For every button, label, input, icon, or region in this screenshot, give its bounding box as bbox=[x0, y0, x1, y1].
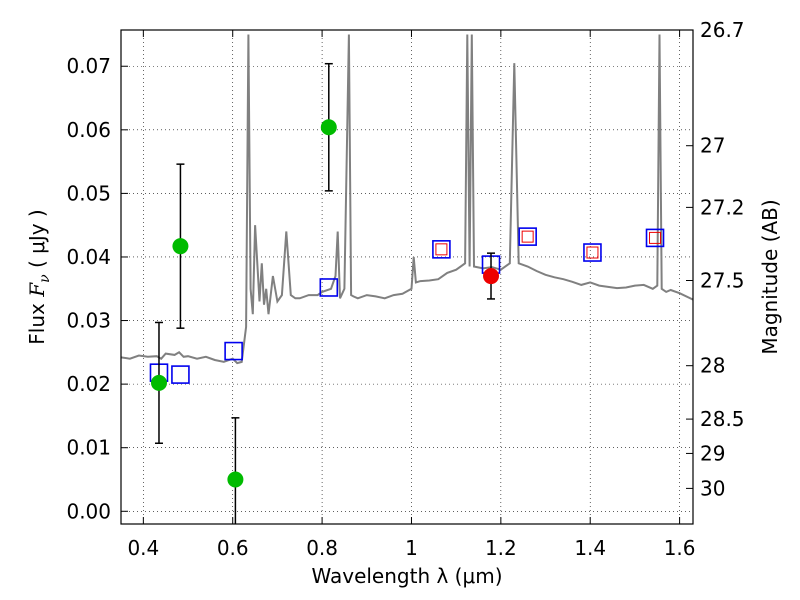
labels-layer: 0.4 0.6 0.8 1 1.2 1.4 1.6 0.00 0.01 0.02 0.03 0.04 0… bbox=[66, 18, 744, 560]
spectrum-line bbox=[121, 34, 693, 365]
y-axis-title: Flux Fν ( μJy ) bbox=[25, 209, 53, 344]
hst-detection-point bbox=[172, 238, 189, 255]
x-axis-title: Wavelength λ (μm) bbox=[311, 564, 502, 588]
y2-tick-label: 27.2 bbox=[700, 195, 745, 219]
plot-frame bbox=[120, 29, 694, 525]
y-tick-label: 0.05 bbox=[66, 181, 111, 205]
hst-detection-point bbox=[150, 374, 167, 391]
model-photometry-square bbox=[518, 227, 537, 246]
x-tick-label: 1.2 bbox=[485, 536, 517, 560]
y-tick-label: 0.03 bbox=[66, 309, 111, 333]
y2-tick-label: 29 bbox=[700, 441, 725, 465]
model-photometry-square bbox=[432, 240, 451, 259]
hst-detection-point bbox=[227, 471, 244, 488]
y-tick-label: 0.07 bbox=[66, 54, 111, 78]
y2-tick-label: 26.7 bbox=[700, 18, 745, 42]
model-photometry-square bbox=[171, 365, 190, 384]
model-photometry-square bbox=[319, 278, 339, 297]
x-tick-label: 1 bbox=[405, 536, 418, 560]
synthetic-photometry-square bbox=[521, 230, 534, 243]
grid-layer bbox=[121, 30, 693, 524]
y-tick-label: 0.06 bbox=[66, 118, 111, 142]
y-axis-title-prefix: Flux bbox=[25, 297, 49, 345]
y2-tick-label: 28 bbox=[700, 354, 725, 378]
y2-tick-label: 27.5 bbox=[700, 268, 745, 292]
y2-tick-label: 27 bbox=[700, 134, 725, 158]
y2-tick-label: 28.5 bbox=[700, 407, 745, 431]
y-tick-label: 0.02 bbox=[66, 372, 111, 396]
y2-tick-label: 30 bbox=[700, 476, 725, 500]
y-axis-title-subscript: ν bbox=[37, 274, 53, 283]
y-tick-label: 0.00 bbox=[66, 499, 111, 523]
y2-axis-title: Magnitude (AB) bbox=[758, 199, 782, 354]
x-tick-label: 0.6 bbox=[217, 536, 249, 560]
y-axis-title-suffix: ( μJy ) bbox=[25, 209, 49, 274]
nir-detection-point bbox=[483, 268, 500, 285]
marks-layer bbox=[149, 62, 665, 524]
hst-detection-point bbox=[320, 119, 337, 136]
synthetic-photometry-square bbox=[649, 231, 662, 244]
y-tick-label: 0.01 bbox=[66, 436, 111, 460]
y-tick-label: 0.04 bbox=[66, 245, 111, 269]
x-tick-label: 0.4 bbox=[127, 536, 159, 560]
x-tick-label: 1.4 bbox=[574, 536, 606, 560]
model-photometry-square bbox=[224, 341, 243, 361]
plot-layer bbox=[121, 34, 693, 365]
synthetic-photometry-square bbox=[435, 243, 448, 256]
ticks-layer bbox=[121, 29, 693, 524]
synthetic-photometry-square bbox=[586, 246, 599, 259]
x-tick-label: 0.8 bbox=[306, 536, 338, 560]
model-photometry-square bbox=[583, 243, 602, 262]
model-photometry-square bbox=[645, 228, 665, 248]
x-tick-label: 1.6 bbox=[664, 536, 696, 560]
y-axis-title-symbol: F bbox=[25, 282, 49, 298]
